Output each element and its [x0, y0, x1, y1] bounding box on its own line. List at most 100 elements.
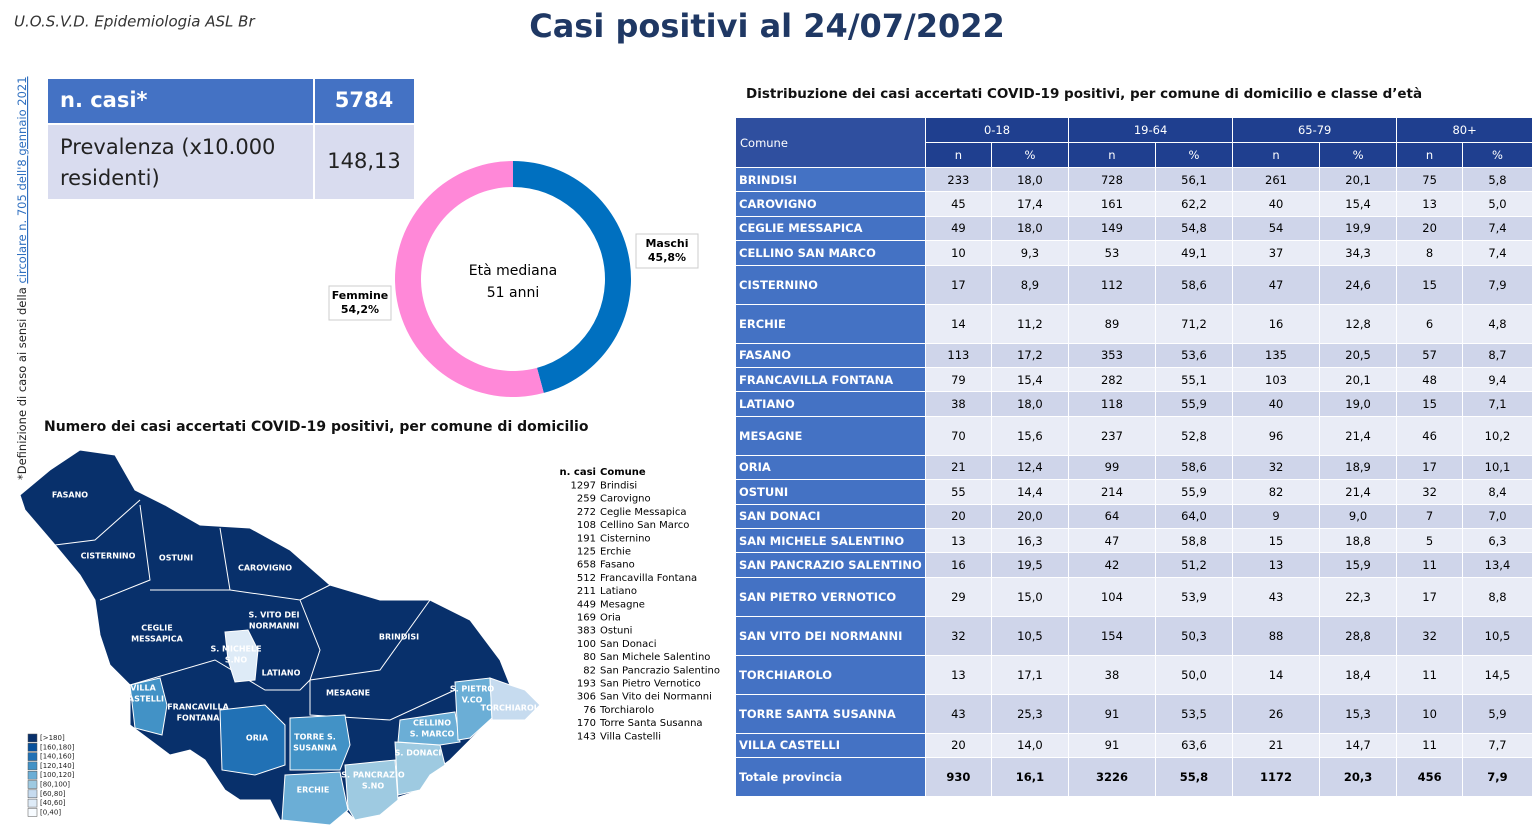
summary-label: residenti) — [60, 166, 160, 190]
summary-value: 5784 — [335, 88, 393, 112]
table-group-header: 65-79 — [1232, 117, 1398, 143]
map-label: ERCHIE — [297, 786, 330, 795]
table-cell: 7,0 — [1461, 503, 1534, 529]
map-legend: [>180][160,180] [140,160][120,140][100,12… — [27, 733, 75, 817]
table-group-header: 0-18 — [924, 117, 1070, 143]
table-cell: 24,6 — [1318, 264, 1398, 305]
map-label: VILLA — [130, 684, 156, 693]
table-cell: 43 — [1232, 576, 1320, 617]
map-label: CEGLIE — [141, 624, 172, 633]
map-label: LATIANO — [262, 669, 301, 678]
list-count: 658 — [577, 560, 596, 571]
list-name: Torre Santa Susanna — [599, 718, 703, 729]
table-cell: 20,1 — [1318, 166, 1398, 193]
page-title: Casi positivi al 24/07/2022 — [529, 7, 1005, 45]
row-name: FASANO — [735, 342, 926, 368]
list-name: Brindisi — [600, 481, 637, 492]
table-cell: 10 — [1396, 693, 1463, 734]
map-label: S.NO — [225, 656, 247, 665]
list-count: 100 — [577, 639, 596, 650]
map-region — [219, 704, 286, 776]
map-label: TORRE S. — [294, 733, 336, 742]
table-cell: 930 — [925, 757, 992, 798]
table-row: SAN PANCRAZIO SALENTINO 16 19,5 42 51,2 13 15,… — [735, 552, 1534, 578]
table-cell: 6 — [1396, 303, 1463, 344]
table-cell: 20 — [925, 732, 992, 759]
table-cell: 57 — [1396, 342, 1463, 368]
map-label: V.CO — [462, 696, 483, 705]
list-count: 1297 — [571, 481, 596, 492]
summary-cell — [315, 79, 414, 123]
table-cell: 14,0 — [990, 732, 1070, 759]
table-cell: 21,4 — [1318, 479, 1398, 505]
table-cell: 55,8 — [1154, 757, 1234, 798]
donut-center-text: 51 anni — [487, 285, 539, 301]
table-row: CAROVIGNO 45 17,4 161 62,2 40 15,4 13 5,0 — [735, 191, 1534, 217]
map-border — [99, 504, 151, 601]
table-cell: 43 — [925, 693, 992, 734]
table-cell: 5,0 — [1461, 191, 1534, 217]
row-name: OSTUNI — [735, 479, 926, 505]
table-cell: 82 — [1232, 479, 1320, 505]
table-subheader: n — [1396, 142, 1463, 168]
table-cell: 149 — [1068, 215, 1156, 242]
table-cell: 14 — [1232, 654, 1320, 695]
table-cell: 32 — [1232, 454, 1320, 481]
table-cell: 16 — [925, 552, 992, 578]
table-cell: 54 — [1232, 215, 1320, 242]
map-label: MESSAPICA — [131, 635, 183, 644]
table-header-row: n% n% n% n% — [736, 142, 1534, 168]
list-name: Carovigno — [600, 494, 651, 505]
table-subheader: % — [1318, 142, 1398, 168]
table-cell: 214 — [1068, 479, 1156, 505]
table-cell: 19,9 — [1318, 215, 1398, 242]
list-count: 76 — [583, 705, 596, 716]
table-cell: 21,4 — [1318, 415, 1398, 456]
table-cell: 29 — [925, 576, 992, 617]
table-cell: 71,2 — [1154, 303, 1234, 344]
table-cell: 5 — [1396, 527, 1463, 554]
row-name: SAN DONACI — [735, 503, 926, 529]
table-cell: 11,2 — [990, 303, 1070, 344]
table-cell: 96 — [1232, 415, 1320, 456]
list-count: 259 — [577, 494, 596, 505]
side-note-link[interactable]: circolare n. 705 dell'8 gennaio 2021 — [15, 76, 29, 283]
table-cell: 47 — [1232, 264, 1320, 305]
map-region — [289, 714, 351, 771]
table-cell: 7,7 — [1461, 732, 1534, 759]
legend-label: [160,180] — [40, 743, 75, 751]
table-cell: 50,3 — [1154, 615, 1234, 656]
map-label: S.NO — [362, 782, 384, 791]
table-cell: 18,9 — [1318, 454, 1398, 481]
table-cell: 46 — [1396, 415, 1463, 456]
table-group-header: 19-64 — [1068, 117, 1234, 143]
table-cell: 25,3 — [990, 693, 1070, 734]
table-cell: 64,0 — [1154, 503, 1234, 529]
table-cell: 11 — [1396, 654, 1463, 695]
map-label: S. VITO DEI — [249, 611, 300, 620]
table-cell: 15,6 — [990, 415, 1070, 456]
table-cell: 40 — [1232, 191, 1320, 217]
map-label: ORIA — [246, 734, 269, 743]
table-cell: 7,1 — [1461, 391, 1534, 417]
map-border — [54, 499, 141, 546]
table-cell: 8,7 — [1461, 342, 1534, 368]
legend-label: [>180] — [40, 734, 65, 742]
table-cell: 17 — [1396, 576, 1463, 617]
table-cell: 8,4 — [1461, 479, 1534, 505]
table-subheader: % — [1461, 142, 1534, 168]
legend-swatch — [27, 789, 38, 799]
list-name: San Vito dei Normanni — [600, 692, 712, 703]
donut-label-box — [635, 233, 699, 269]
table-cell: 18,0 — [990, 391, 1070, 417]
table-cell: 11 — [1396, 732, 1463, 759]
table-cell: 32 — [1396, 615, 1463, 656]
table-cell: 54,8 — [1154, 215, 1234, 242]
table-cell: 18,4 — [1318, 654, 1398, 695]
table-cell: 75 — [1396, 166, 1463, 193]
table-cell: 37 — [1232, 240, 1320, 266]
table-row: SAN MICHELE SALENTINO 13 16,3 47 58,8 15 18,8 5… — [735, 527, 1534, 554]
table-cell: 7,9 — [1461, 264, 1534, 305]
